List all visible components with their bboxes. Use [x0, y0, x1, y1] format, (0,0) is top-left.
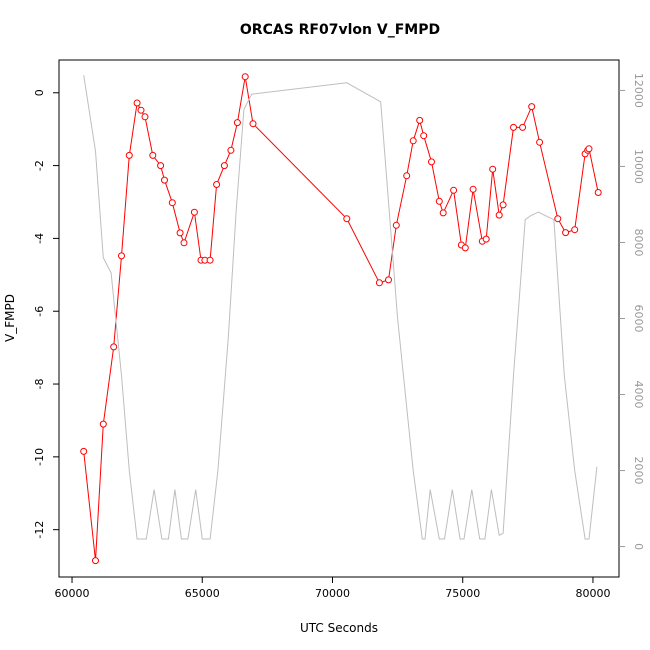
data-point	[428, 158, 435, 166]
data-point	[149, 151, 157, 159]
data-point	[510, 123, 517, 131]
data-point	[461, 244, 469, 252]
data-point	[416, 116, 424, 124]
data-point	[375, 279, 383, 287]
y2-tick-label: 4000	[632, 381, 645, 409]
y-tick-label: -4	[33, 233, 46, 244]
y2-tick-label: 10000	[632, 149, 645, 184]
data-point	[168, 199, 176, 207]
chart-title: ORCAS RF07vlon V_FMPD	[240, 22, 440, 38]
data-point	[489, 165, 497, 173]
data-point	[435, 197, 443, 205]
data-point	[137, 106, 145, 114]
primary-series-line	[83, 76, 599, 561]
y2-axis: 0 2000 4000 6000 8000 10000 12000	[619, 73, 645, 550]
data-point	[554, 215, 562, 223]
data-point	[110, 343, 118, 351]
y-tick-label: -10	[33, 448, 46, 466]
data-point	[190, 208, 198, 216]
data-point	[220, 162, 228, 170]
data-point	[571, 226, 579, 234]
series-layer	[80, 73, 602, 565]
data-point	[409, 137, 417, 145]
data-point	[206, 256, 214, 264]
data-point	[213, 181, 221, 188]
data-point	[118, 252, 125, 260]
y2-tick-label: 12000	[632, 73, 645, 108]
y2-tick-label: 6000	[632, 305, 645, 333]
x-axis-label: UTC Seconds	[300, 621, 378, 635]
y-axis: 0 -2 -4 -6 -8 -10 -12	[33, 89, 59, 539]
y-tick-label: -8	[33, 379, 46, 390]
x-tick-label: 70000	[315, 587, 350, 600]
data-point	[594, 189, 602, 196]
data-point	[249, 120, 257, 128]
data-point	[233, 119, 241, 127]
x-tick-label: 75000	[445, 587, 480, 600]
data-point	[80, 447, 88, 455]
data-point	[157, 162, 165, 170]
data-point	[99, 420, 107, 428]
plot-frame	[58, 59, 620, 578]
x-tick-label: 80000	[575, 587, 610, 600]
data-point	[519, 123, 527, 131]
x-tick-label: 60000	[55, 587, 90, 600]
data-point	[499, 201, 507, 209]
data-point	[495, 211, 503, 219]
y-tick-label: 0	[33, 89, 46, 96]
y-tick-label: -2	[33, 160, 46, 171]
data-point	[528, 103, 536, 111]
data-point	[241, 73, 249, 81]
data-point	[180, 239, 188, 247]
data-point	[141, 113, 149, 121]
data-point	[92, 557, 99, 565]
x-axis: 60000 65000 70000 75000 80000	[55, 577, 610, 600]
data-point	[176, 229, 184, 237]
data-point	[392, 221, 400, 229]
data-point	[469, 185, 477, 193]
y2-tick-label: 0	[632, 543, 645, 550]
y2-tick-label: 8000	[632, 228, 645, 256]
y-axis-label: V_FMPD	[3, 294, 17, 342]
data-point	[536, 138, 544, 146]
y2-tick-label: 2000	[632, 457, 645, 485]
data-point	[450, 186, 458, 194]
data-point	[403, 172, 411, 180]
data-point	[439, 209, 447, 217]
data-point	[125, 151, 133, 159]
data-point	[161, 176, 168, 184]
data-point	[420, 132, 428, 140]
data-point	[385, 276, 392, 284]
data-point	[133, 99, 141, 107]
secondary-series-line	[83, 75, 598, 540]
data-point	[227, 146, 235, 154]
data-point	[343, 215, 351, 223]
data-point	[585, 145, 593, 153]
x-tick-label: 65000	[185, 587, 220, 600]
y-tick-label: -6	[33, 306, 46, 317]
data-point	[562, 229, 570, 237]
data-point	[482, 235, 490, 243]
y-tick-label: -12	[33, 521, 46, 539]
